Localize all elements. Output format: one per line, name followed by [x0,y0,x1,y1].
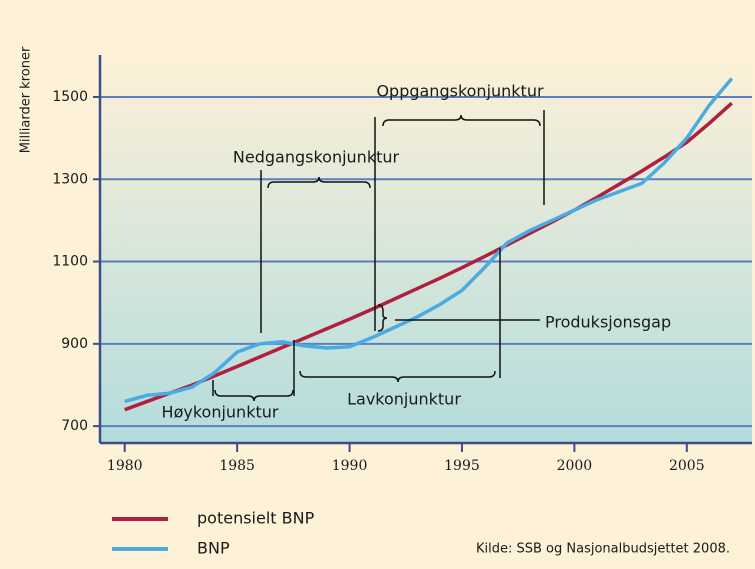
x-tick-label: 1985 [219,458,255,474]
y-tick-label: 1500 [52,89,88,105]
annotation: Oppgangskonjunktur [376,82,544,101]
x-tick-label: 1995 [444,458,480,474]
annotation: Produksjonsgap [545,313,671,332]
y-axis-label: Milliarder kroner [19,46,34,153]
source: Kilde: SSB og Nasjonalbudsjettet 2008. [476,542,730,557]
series-line [124,101,733,412]
annotation-lines [212,110,545,402]
series-line [124,77,734,404]
x-tick-label: 2005 [669,458,705,474]
legend-label: BNP [197,539,230,558]
x-tick-label: 1990 [332,458,368,474]
y-tick-label: 1300 [52,171,88,187]
y-tick-label: 900 [61,336,88,352]
y-tick-label: 700 [61,418,88,434]
annotation: Høykonjunktur [162,403,279,422]
y-tick-label: 1100 [52,254,88,270]
annotation: Lavkonjunktur [347,390,461,409]
annotation: Nedgangskonjunktur [233,148,400,167]
x-tick-label: 1980 [107,458,143,474]
legend-label: potensielt BNP [197,509,315,528]
x-tick-label: 2000 [557,458,593,474]
